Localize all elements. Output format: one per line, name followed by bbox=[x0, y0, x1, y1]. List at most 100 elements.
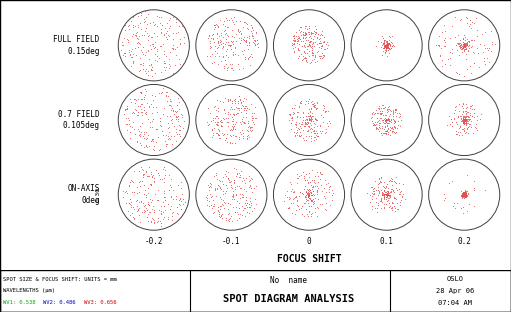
Point bbox=[383, 39, 391, 44]
Point bbox=[221, 200, 229, 205]
Point bbox=[384, 189, 392, 194]
Point bbox=[463, 43, 471, 48]
Point bbox=[461, 193, 469, 198]
Point bbox=[462, 190, 470, 195]
Point bbox=[385, 41, 393, 46]
Point bbox=[385, 103, 393, 108]
Point bbox=[224, 42, 233, 47]
Point bbox=[461, 46, 469, 51]
Point bbox=[238, 192, 246, 197]
Point bbox=[310, 128, 318, 133]
Point bbox=[288, 106, 296, 111]
Point bbox=[317, 183, 326, 188]
Point bbox=[452, 132, 460, 137]
Point bbox=[239, 37, 247, 41]
Point bbox=[458, 46, 466, 51]
Point bbox=[154, 170, 162, 175]
Point bbox=[375, 191, 383, 196]
Point bbox=[226, 140, 235, 145]
Point bbox=[301, 40, 309, 45]
Point bbox=[285, 194, 293, 199]
Point bbox=[124, 39, 132, 44]
Point bbox=[294, 45, 303, 50]
Point bbox=[468, 26, 476, 31]
Point bbox=[461, 193, 470, 198]
Point bbox=[305, 193, 313, 198]
Point bbox=[382, 39, 390, 44]
Point bbox=[301, 32, 310, 37]
Point bbox=[223, 110, 231, 115]
Point bbox=[301, 133, 310, 138]
Point bbox=[383, 44, 391, 49]
Point bbox=[157, 212, 166, 217]
Point bbox=[387, 206, 396, 211]
Point bbox=[245, 178, 253, 183]
Point bbox=[461, 191, 469, 196]
Point bbox=[229, 42, 237, 47]
Point bbox=[168, 141, 176, 146]
Point bbox=[236, 130, 244, 135]
Point bbox=[298, 36, 307, 41]
Point bbox=[248, 115, 257, 120]
Point bbox=[203, 202, 212, 207]
Point bbox=[210, 105, 218, 110]
Point bbox=[458, 192, 466, 197]
Point bbox=[243, 121, 251, 126]
Point bbox=[292, 29, 300, 34]
Point bbox=[226, 61, 235, 66]
Point bbox=[460, 41, 468, 46]
Point bbox=[377, 131, 385, 136]
Point bbox=[388, 41, 396, 46]
Point bbox=[377, 40, 385, 45]
Point bbox=[162, 133, 171, 138]
Point bbox=[180, 40, 188, 45]
Point bbox=[373, 119, 381, 124]
Point bbox=[137, 101, 146, 106]
Point bbox=[304, 38, 312, 43]
Point bbox=[126, 196, 134, 201]
Point bbox=[305, 193, 313, 198]
Point bbox=[176, 61, 184, 66]
Point bbox=[372, 199, 380, 204]
Point bbox=[383, 43, 391, 48]
Point bbox=[380, 42, 388, 47]
Point bbox=[390, 119, 399, 124]
Point bbox=[225, 217, 234, 222]
Point bbox=[379, 41, 387, 46]
Point bbox=[293, 127, 301, 132]
Point bbox=[314, 134, 322, 139]
Point bbox=[376, 112, 384, 117]
Point bbox=[460, 190, 468, 195]
Point bbox=[381, 112, 389, 117]
Point bbox=[381, 51, 389, 56]
Point bbox=[384, 41, 392, 46]
Point bbox=[227, 16, 235, 21]
Point bbox=[382, 41, 390, 46]
Point bbox=[162, 142, 171, 147]
Point bbox=[213, 114, 221, 119]
Point bbox=[207, 127, 216, 132]
Point bbox=[461, 191, 470, 196]
Point bbox=[203, 119, 212, 124]
Point bbox=[383, 43, 391, 48]
Point bbox=[164, 98, 172, 103]
Point bbox=[142, 112, 150, 117]
Point bbox=[226, 47, 235, 52]
Point bbox=[231, 96, 240, 101]
Point bbox=[137, 13, 145, 18]
Point bbox=[318, 189, 326, 194]
Point bbox=[148, 73, 156, 78]
Point bbox=[246, 183, 254, 188]
Point bbox=[303, 190, 311, 195]
Point bbox=[461, 114, 469, 119]
Point bbox=[369, 189, 378, 194]
Point bbox=[384, 42, 392, 47]
Point bbox=[292, 207, 300, 212]
Point bbox=[148, 137, 156, 142]
Point bbox=[224, 34, 233, 39]
Point bbox=[446, 122, 454, 127]
Point bbox=[459, 190, 468, 195]
Point bbox=[382, 42, 390, 47]
Point bbox=[154, 135, 162, 140]
Point bbox=[311, 115, 319, 120]
